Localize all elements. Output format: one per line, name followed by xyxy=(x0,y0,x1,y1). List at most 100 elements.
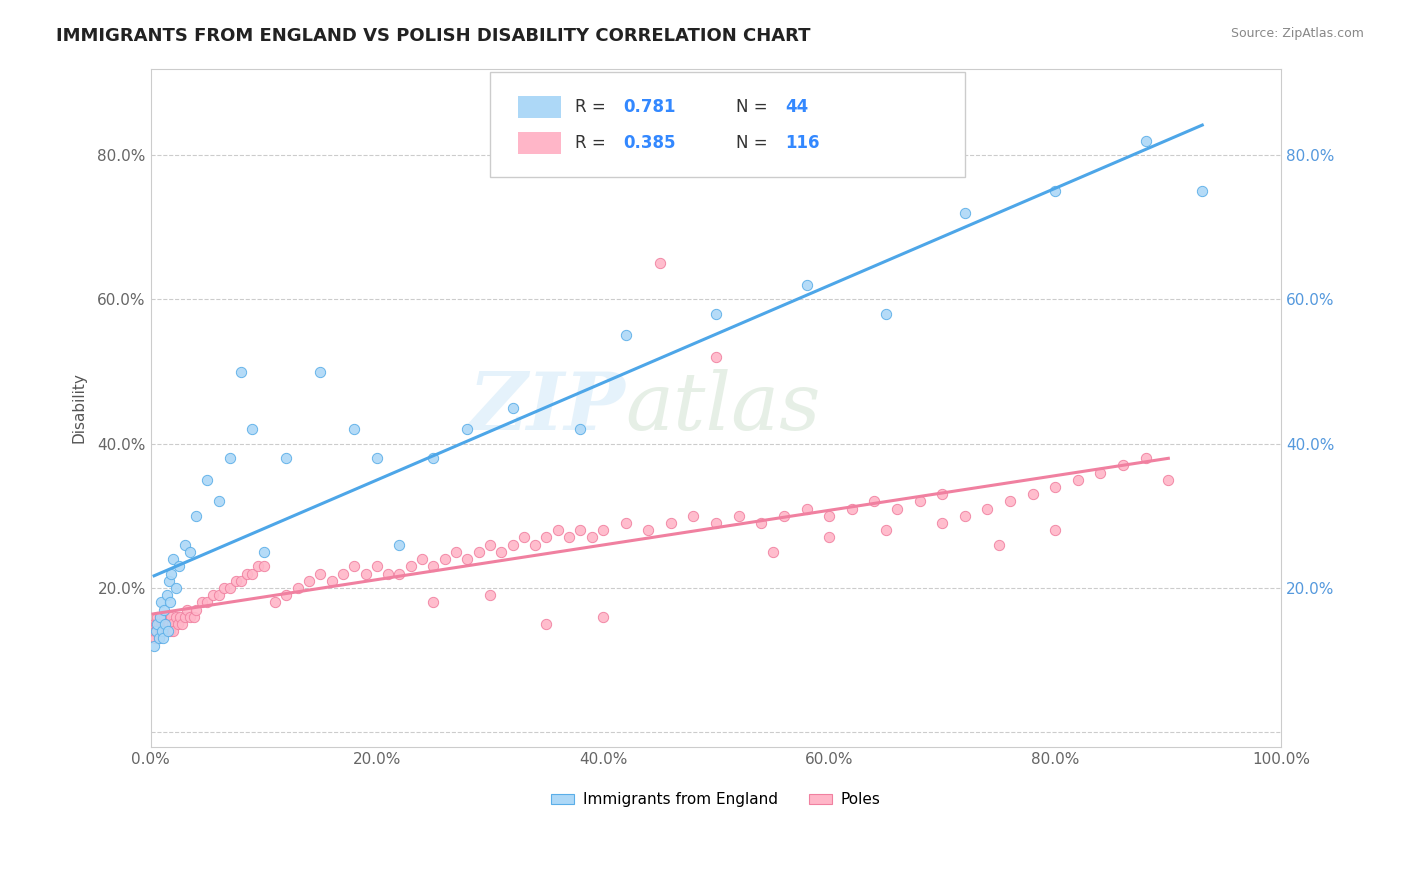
Point xyxy=(160,566,183,581)
Point xyxy=(173,609,195,624)
Point xyxy=(148,632,170,646)
Point xyxy=(773,508,796,523)
Point xyxy=(190,595,212,609)
Point xyxy=(614,516,637,530)
Point xyxy=(569,422,592,436)
Point xyxy=(1067,473,1090,487)
Legend: Immigrants from England, Poles: Immigrants from England, Poles xyxy=(546,787,887,814)
Point xyxy=(886,501,908,516)
Point xyxy=(150,624,173,639)
Point xyxy=(242,566,264,581)
Point xyxy=(502,401,524,415)
Point xyxy=(179,609,201,624)
Point xyxy=(422,451,444,466)
Text: IMMIGRANTS FROM ENGLAND VS POLISH DISABILITY CORRELATION CHART: IMMIGRANTS FROM ENGLAND VS POLISH DISABI… xyxy=(56,27,811,45)
Point xyxy=(953,508,976,523)
Point xyxy=(150,609,173,624)
Point xyxy=(148,632,170,646)
Point xyxy=(614,328,637,343)
Point xyxy=(863,494,886,508)
Point xyxy=(366,559,388,574)
Point xyxy=(236,566,259,581)
Point xyxy=(207,494,229,508)
Text: 0.781: 0.781 xyxy=(623,98,676,116)
Point xyxy=(157,574,180,588)
Point xyxy=(176,602,198,616)
Point xyxy=(569,523,592,537)
Point xyxy=(456,422,478,436)
Point xyxy=(377,566,399,581)
Point xyxy=(242,422,264,436)
Point xyxy=(1191,184,1213,198)
Point xyxy=(908,494,931,508)
Point xyxy=(704,516,727,530)
Text: N =: N = xyxy=(737,98,773,116)
Point xyxy=(276,588,298,602)
FancyBboxPatch shape xyxy=(519,132,561,154)
Point xyxy=(875,307,897,321)
Point xyxy=(160,617,183,632)
Point xyxy=(165,609,187,624)
Point xyxy=(142,624,165,639)
Point xyxy=(727,508,749,523)
Text: R =: R = xyxy=(575,98,610,116)
Point xyxy=(321,574,343,588)
Point xyxy=(153,617,176,632)
Point xyxy=(172,617,194,632)
Point xyxy=(1045,480,1067,494)
Point xyxy=(1045,184,1067,198)
Point xyxy=(152,624,174,639)
Point xyxy=(433,552,456,566)
Point xyxy=(309,364,332,378)
Point xyxy=(818,531,841,545)
Point xyxy=(179,545,201,559)
Point xyxy=(592,523,614,537)
Point xyxy=(953,206,976,220)
Point xyxy=(1045,523,1067,537)
Point xyxy=(153,602,176,616)
Point xyxy=(931,516,953,530)
Point xyxy=(581,531,603,545)
Point xyxy=(253,545,276,559)
Point xyxy=(143,639,166,653)
Point xyxy=(149,595,172,609)
Point xyxy=(155,617,177,632)
Point xyxy=(524,538,547,552)
Point xyxy=(207,588,229,602)
Point xyxy=(818,508,841,523)
Point xyxy=(156,617,179,632)
Point xyxy=(1112,458,1135,473)
Point xyxy=(162,624,184,639)
Point xyxy=(159,595,181,609)
Point xyxy=(682,508,704,523)
Point xyxy=(167,559,190,574)
Point xyxy=(157,617,180,632)
Point xyxy=(467,545,489,559)
Point xyxy=(841,501,863,516)
Point xyxy=(201,588,224,602)
Point xyxy=(489,545,512,559)
Point xyxy=(761,545,783,559)
Point xyxy=(354,566,377,581)
Point xyxy=(536,531,558,545)
Point xyxy=(478,588,501,602)
Text: 0.385: 0.385 xyxy=(623,134,676,153)
Point xyxy=(145,617,167,632)
Point xyxy=(225,574,247,588)
Point xyxy=(145,624,167,639)
Point xyxy=(1135,134,1157,148)
Point xyxy=(422,559,444,574)
Point xyxy=(276,451,298,466)
Point xyxy=(253,559,276,574)
Point xyxy=(332,566,354,581)
FancyBboxPatch shape xyxy=(519,96,561,118)
Point xyxy=(166,617,188,632)
Point xyxy=(146,624,169,639)
Point xyxy=(1090,466,1112,480)
Point xyxy=(502,538,524,552)
Point xyxy=(195,473,218,487)
Point xyxy=(231,574,253,588)
Text: 116: 116 xyxy=(785,134,820,153)
Point xyxy=(388,566,411,581)
Point xyxy=(648,256,671,270)
